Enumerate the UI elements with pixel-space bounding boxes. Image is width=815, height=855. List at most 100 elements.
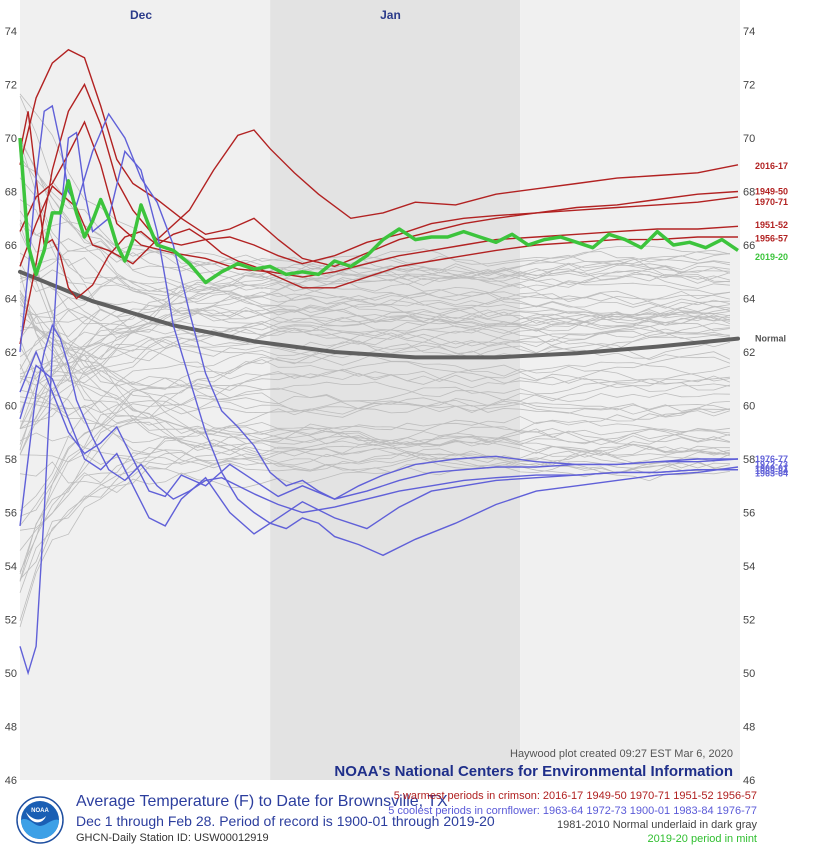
- y-tick-label: 72: [743, 80, 755, 92]
- background-year-line: [19, 141, 730, 313]
- background-year-line: [19, 321, 730, 376]
- background-year-line: [19, 392, 730, 517]
- series-end-label: 1956-57: [755, 233, 788, 243]
- series-end-label: 1951-52: [755, 220, 788, 230]
- y-axis-right: 46 48 50 52 54 56 58 60 62 64 66 68 70 72 74: [743, 26, 755, 787]
- chart-title: Average Temperature (F) to Date for Brow…: [76, 793, 448, 810]
- background-year-line: [19, 300, 730, 382]
- y-tick-label: 50: [743, 668, 755, 680]
- y-tick-label: 64: [5, 294, 17, 306]
- cool-series-line: [19, 350, 739, 500]
- y-tick-label: 54: [5, 561, 17, 573]
- background-year-line: [19, 273, 730, 330]
- background-year-line: [19, 410, 731, 531]
- y-tick-label: 66: [5, 240, 17, 252]
- current-series: [18, 137, 739, 285]
- background-year-line: [19, 461, 730, 493]
- background-year-line: [19, 274, 730, 384]
- warm-series-line: [19, 129, 739, 267]
- background-year-line: [19, 199, 731, 377]
- y-tick-label: 52: [5, 615, 17, 627]
- background-year-line: [19, 272, 730, 417]
- background-year-line: [19, 332, 730, 422]
- background-year-line: [19, 210, 730, 328]
- series-end-label: 1972-73: [755, 459, 788, 469]
- series-end-label: 1976-77: [755, 454, 788, 464]
- y-tick-label: 58: [743, 454, 755, 466]
- warm-series-line: [19, 82, 739, 345]
- warm-series-line: [19, 111, 738, 300]
- y-tick-label: 62: [743, 347, 755, 359]
- background-year-line: [19, 314, 730, 402]
- y-tick-label: 58: [5, 454, 17, 466]
- current-year-line: [18, 137, 739, 285]
- other-years-series: [19, 93, 731, 628]
- normal-line: [18, 269, 740, 360]
- series-end-label: 2016-17: [755, 161, 788, 171]
- background-year-line: [19, 322, 730, 400]
- y-tick-label: 68: [5, 187, 17, 199]
- background-year-line: [19, 400, 730, 446]
- background-year-line: [19, 343, 731, 511]
- background-year-line: [19, 265, 730, 316]
- y-tick-label: 56: [743, 508, 755, 520]
- y-tick-label: 46: [5, 775, 17, 787]
- background-year-line: [19, 295, 730, 345]
- series-end-label: 2019-20: [755, 252, 788, 262]
- background-year-line: [19, 336, 730, 572]
- cool-series-line: [19, 104, 738, 500]
- background-year-line: [19, 346, 730, 415]
- y-axis-left: 46 48 50 52 54 56 58 60 62 64 66 68 70 72 74: [5, 26, 17, 787]
- warm-series-line: [19, 48, 739, 268]
- y-tick-label: 46: [743, 775, 755, 787]
- background-year-line: [19, 286, 730, 429]
- cool-series-line: [19, 323, 738, 526]
- normal-series: [18, 269, 740, 360]
- background-year-line: [19, 289, 731, 405]
- background-year-line: [19, 177, 730, 320]
- station-id: GHCN-Daily Station ID: USW00012919: [76, 832, 269, 844]
- y-tick-label: 48: [743, 722, 755, 734]
- plot-credit: Haywood plot created 09:27 EST Mar 6, 20…: [510, 748, 733, 760]
- background-year-line: [19, 248, 730, 283]
- coolest-series: [19, 104, 739, 676]
- ncei-banner: NOAA's National Centers for Environmenta…: [334, 763, 733, 780]
- y-tick-label: 70: [5, 133, 17, 145]
- y-tick-label: 72: [5, 80, 17, 92]
- legend-warmest: 5 warmest periods in crimson: 2016-17 19…: [393, 790, 757, 802]
- series-end-label: Normal: [755, 334, 786, 344]
- series-end-label: 1983-84: [755, 466, 788, 476]
- y-tick-label: 48: [5, 722, 17, 734]
- y-tick-label: 64: [743, 294, 755, 306]
- y-tick-label: 52: [743, 615, 755, 627]
- background-year-line: [19, 325, 730, 430]
- background-year-line: [19, 426, 731, 580]
- background-year-line: [19, 363, 730, 466]
- background-year-line: [19, 93, 730, 295]
- plot-background: [20, 0, 740, 780]
- svg-text:NOAA: NOAA: [31, 808, 49, 814]
- y-tick-label: 50: [5, 668, 17, 680]
- background-year-line: [19, 401, 730, 473]
- y-tick-label: 74: [5, 26, 17, 38]
- cool-series-line: [19, 131, 739, 676]
- series-end-label: 1949-50: [755, 187, 788, 197]
- legend-current: 2019-20 period in mint: [647, 833, 757, 845]
- warm-series-line: [19, 120, 739, 278]
- y-tick-label: 62: [5, 347, 17, 359]
- chart-subtitle: Dec 1 through Feb 28. Period of record i…: [76, 813, 495, 829]
- month-band: [270, 0, 521, 780]
- background-year-line: [19, 269, 730, 320]
- month-label: Jan: [380, 8, 401, 22]
- series-end-label: 1900-01: [755, 463, 788, 473]
- background-year-line: [19, 231, 730, 456]
- warmest-series: [19, 48, 739, 345]
- background-year-line: [19, 304, 730, 340]
- y-tick-label: 70: [743, 133, 755, 145]
- y-tick-label: 60: [743, 401, 755, 413]
- background-year-line: [19, 304, 731, 447]
- y-tick-label: 54: [743, 561, 755, 573]
- y-tick-label: 68: [743, 187, 755, 199]
- y-tick-label: 74: [743, 26, 755, 38]
